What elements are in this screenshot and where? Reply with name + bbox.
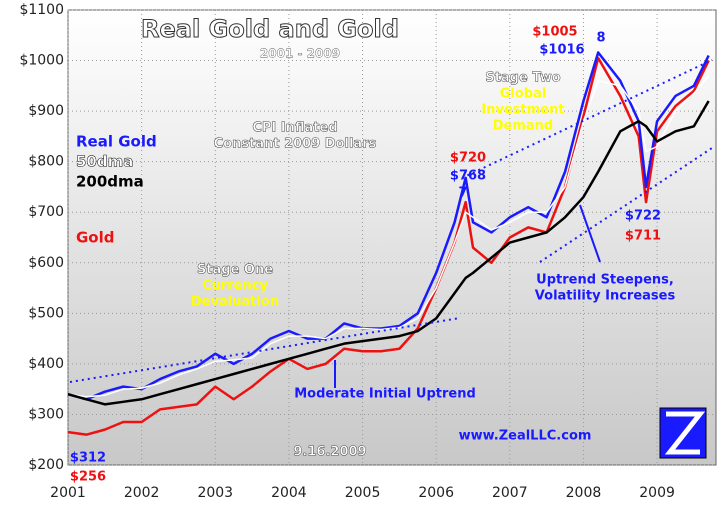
annotation: $768 xyxy=(450,169,486,184)
y-tick-label: $700 xyxy=(28,204,64,220)
y-tick-label: $900 xyxy=(28,103,64,119)
y-tick-label: $300 xyxy=(28,406,64,422)
chart-subtitle: 2001 - 2009 xyxy=(260,47,340,61)
y-tick-label: $800 xyxy=(28,154,64,170)
y-tick-label: $400 xyxy=(28,356,64,372)
x-tick-label: 2006 xyxy=(418,485,454,501)
annotation: 9.16.2009 xyxy=(293,445,366,460)
x-tick-label: 2009 xyxy=(639,485,675,501)
annotation: Constant 2009 Dollars xyxy=(214,137,377,152)
lines xyxy=(67,51,710,436)
annotation: Global xyxy=(500,87,547,102)
annotation: Devaluation xyxy=(191,295,279,310)
annotation: Stage One xyxy=(197,263,273,278)
annotation: $720 xyxy=(450,151,486,166)
annotation: $711 xyxy=(625,229,661,244)
chart-title: Real Gold and Gold xyxy=(141,15,399,43)
annotation: $256 xyxy=(70,470,106,485)
grid xyxy=(67,9,716,466)
trend-line xyxy=(461,59,713,179)
annotation: Stage Two xyxy=(485,71,560,86)
x-tick-label: 2004 xyxy=(271,485,307,501)
series-line xyxy=(67,100,710,406)
y-tick-label: $500 xyxy=(28,305,64,321)
x-tick-label: 2008 xyxy=(566,485,602,501)
y-tick-label: $600 xyxy=(28,255,64,271)
logo xyxy=(659,407,707,459)
x-tick-label: 2007 xyxy=(492,485,528,501)
y-tick-label: $200 xyxy=(28,457,64,473)
annotation: Volatility Increases xyxy=(535,289,676,304)
annotation: Currency xyxy=(202,279,268,294)
annotation: Moderate Initial Uptrend xyxy=(294,387,476,402)
annotation: $312 xyxy=(70,451,106,466)
annotation: 8 xyxy=(596,31,605,46)
legend-label: 50dma xyxy=(76,153,133,171)
annotation: CPI Inflated xyxy=(252,121,337,136)
annotation: Investment xyxy=(481,103,564,118)
x-tick-label: 2005 xyxy=(345,485,381,501)
x-tick-label: 2001 xyxy=(50,485,86,501)
annotation: 7 xyxy=(458,186,467,201)
annotation: www.ZealLLC.com xyxy=(459,429,592,444)
series-line xyxy=(67,51,710,401)
arrow xyxy=(579,204,601,263)
legend-label: 200dma xyxy=(76,173,144,191)
annotation: $1005 xyxy=(532,25,577,40)
trend-line xyxy=(539,147,713,263)
annotation: $1016 xyxy=(539,43,584,58)
annotation: Uptrend Steepens, xyxy=(536,273,674,288)
legend-label: Real Gold xyxy=(76,133,157,151)
series-line xyxy=(67,75,710,398)
legend-label: Gold xyxy=(76,229,115,247)
annotation: $722 xyxy=(625,209,661,224)
x-tick-label: 2003 xyxy=(197,485,233,501)
annotation: Demand xyxy=(493,119,554,134)
x-tick-label: 2002 xyxy=(124,485,160,501)
y-tick-label: $1100 xyxy=(19,2,64,18)
series-line xyxy=(67,56,710,436)
y-tick-label: $1000 xyxy=(19,53,64,69)
